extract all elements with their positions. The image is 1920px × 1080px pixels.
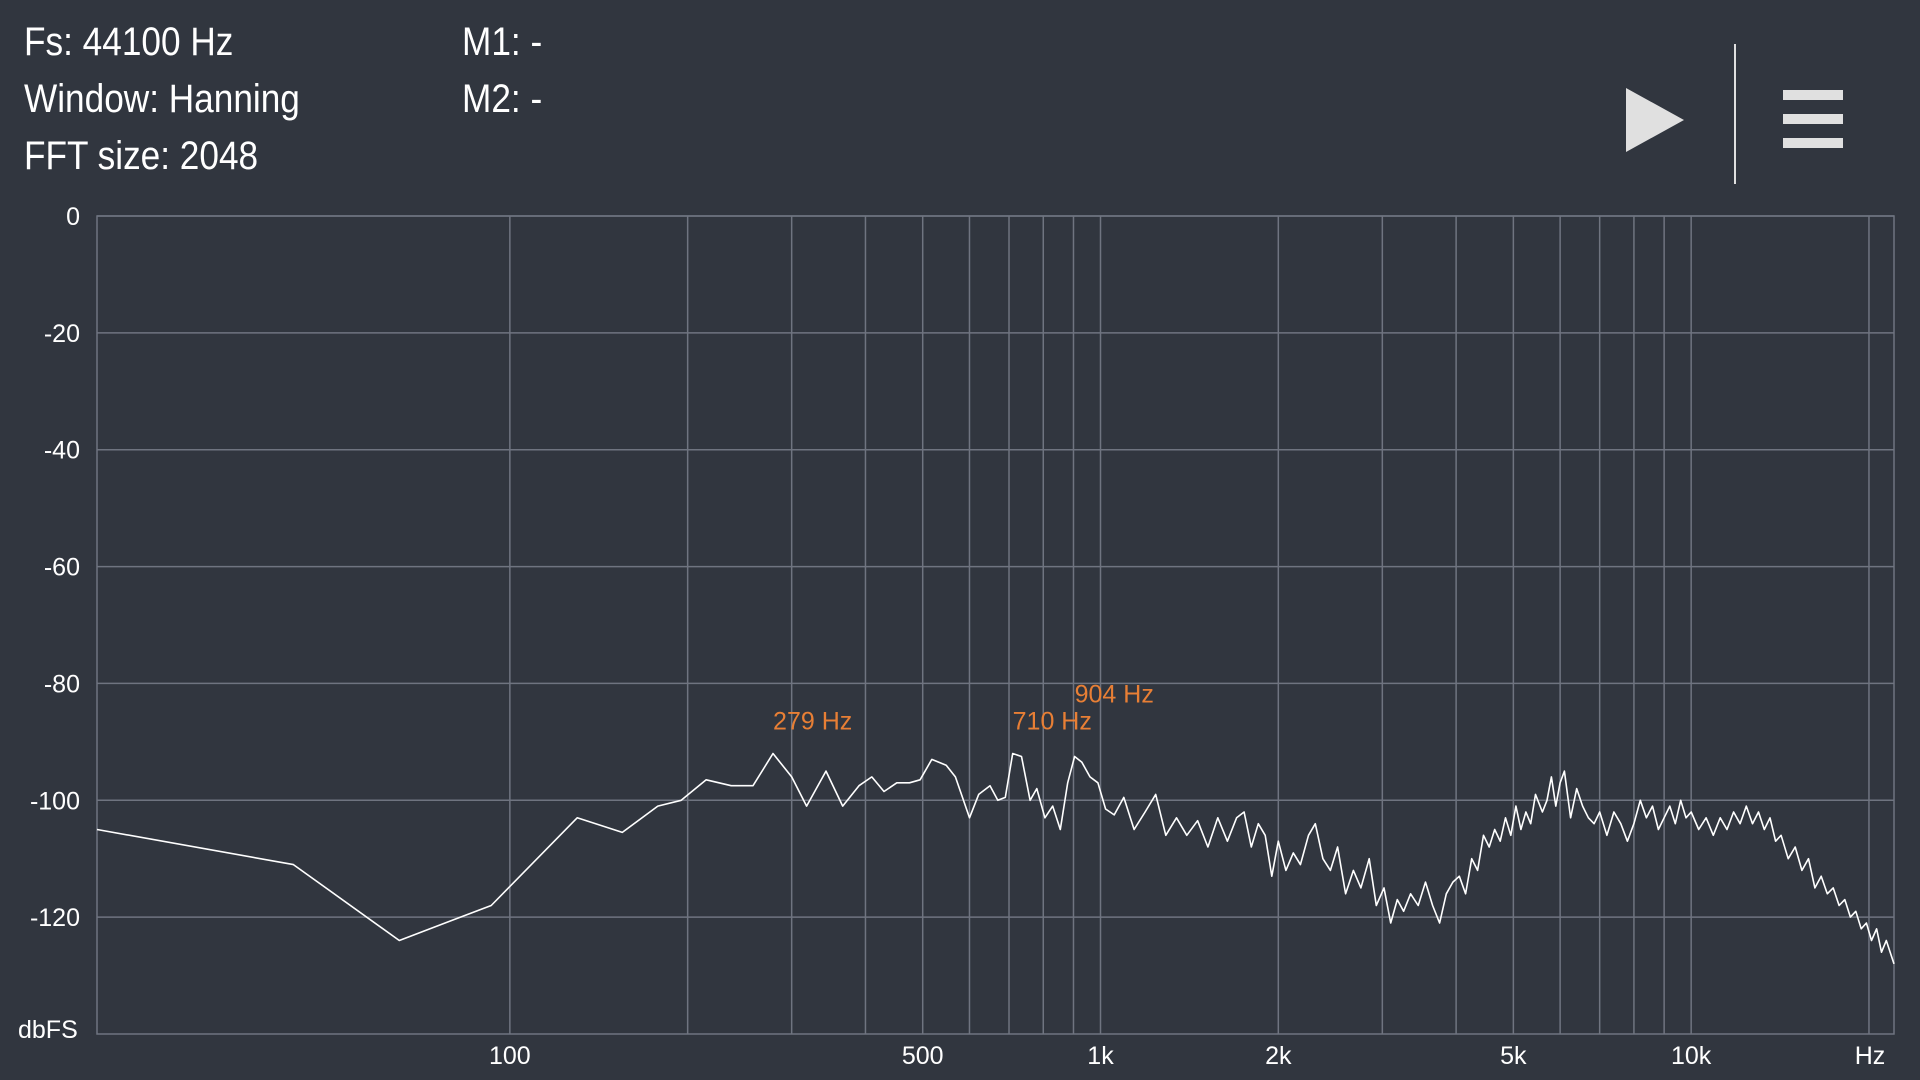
y-tick-label: -40 [44,437,80,465]
play-button[interactable] [1612,82,1692,158]
y-tick-label: -120 [30,904,80,932]
fft-size-text: FFT size: 2048 [24,134,259,178]
window-type-text: Window: Hanning [24,77,300,121]
marker-1-text: M1: - [462,20,543,64]
menu-icon [1783,90,1843,148]
sample-rate-text: Fs: 44100 Hz [24,20,234,64]
spectrum-trace [96,752,1895,965]
y-tick-label: 0 [66,203,80,231]
x-tick-label: 1k [1087,1042,1114,1070]
spectrum-line [96,752,1895,965]
y-tick-label: -20 [44,320,80,348]
menu-button[interactable] [1780,86,1846,152]
y-tick-label: -60 [44,554,80,582]
chart-grid [96,215,1895,1035]
peak-label: 904 Hz [1075,680,1154,708]
peak-label: 710 Hz [1013,708,1092,736]
chart-axis-labels: dbFS Hz 0 -20 -40 -60 -80 -100 -120 100 500 1k 2k 5… [18,203,1885,1070]
x-tick-label: 2k [1265,1042,1292,1070]
peak-label: 279 Hz [773,708,852,736]
y-tick-label: -100 [30,787,80,815]
marker-2-text: M2: - [462,77,543,121]
y-axis-label: dbFS [18,1016,78,1044]
plot-frame [96,215,1895,1035]
x-tick-label: 10k [1671,1042,1712,1070]
toolbar-divider [1734,44,1736,184]
x-tick-label: 100 [489,1042,531,1070]
x-tick-label: 5k [1500,1042,1527,1070]
y-tick-label: -80 [44,670,80,698]
play-icon [1626,88,1684,152]
x-tick-label: 500 [902,1042,944,1070]
x-axis-label: Hz [1855,1042,1886,1070]
